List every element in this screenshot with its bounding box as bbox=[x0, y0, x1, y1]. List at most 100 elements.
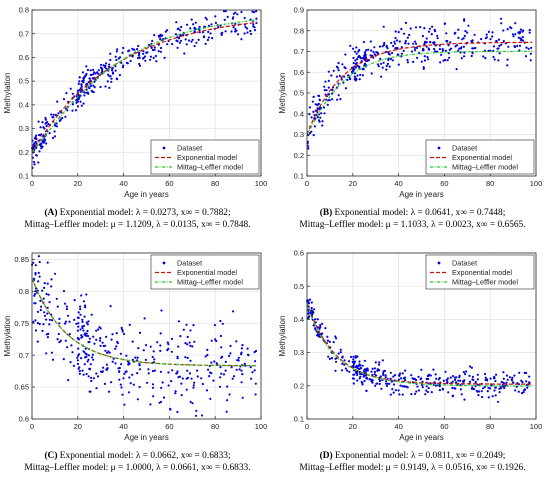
data-point bbox=[371, 379, 374, 382]
data-point bbox=[410, 393, 413, 396]
data-point bbox=[40, 142, 43, 145]
data-point bbox=[186, 343, 189, 346]
data-point bbox=[417, 389, 421, 392]
data-point bbox=[92, 377, 95, 380]
data-point bbox=[137, 54, 141, 57]
data-point bbox=[383, 43, 386, 47]
data-point bbox=[324, 93, 327, 96]
data-point bbox=[170, 337, 174, 340]
data-point bbox=[223, 18, 226, 21]
data-point bbox=[66, 346, 69, 349]
data-point bbox=[319, 116, 322, 119]
data-point bbox=[458, 47, 461, 50]
data-point bbox=[92, 358, 95, 361]
data-point bbox=[493, 58, 496, 61]
data-point bbox=[318, 120, 321, 123]
data-point bbox=[210, 361, 213, 364]
data-point bbox=[161, 34, 164, 37]
data-point bbox=[114, 362, 117, 365]
data-point bbox=[360, 380, 363, 384]
data-point bbox=[36, 321, 40, 325]
data-point bbox=[151, 386, 155, 389]
panel-b-caption: (B) Exponential model: λ = 0.0641, x∞ = … bbox=[275, 207, 550, 231]
data-point bbox=[71, 351, 74, 354]
data-point bbox=[181, 377, 184, 380]
data-point bbox=[128, 323, 131, 326]
data-point bbox=[184, 342, 187, 345]
data-point bbox=[444, 59, 447, 62]
data-point bbox=[159, 332, 162, 335]
data-point bbox=[520, 39, 523, 42]
data-point bbox=[50, 278, 53, 281]
legend-label: Exponential model bbox=[452, 153, 512, 162]
data-point bbox=[344, 67, 347, 70]
data-point bbox=[365, 49, 368, 52]
legend-dataset-marker bbox=[162, 261, 166, 265]
data-point bbox=[240, 38, 243, 41]
data-point bbox=[472, 47, 475, 50]
data-point bbox=[110, 381, 113, 384]
data-point bbox=[318, 94, 321, 98]
data-point bbox=[83, 363, 86, 366]
y-tick-label: 0.6 bbox=[19, 415, 29, 424]
data-point bbox=[451, 394, 455, 397]
data-point bbox=[180, 382, 183, 385]
data-point bbox=[57, 332, 60, 336]
data-point bbox=[425, 377, 428, 380]
data-point bbox=[228, 354, 231, 358]
panel-a-caption: (A) Exponential model: λ = 0.0273, x∞ = … bbox=[0, 207, 275, 231]
data-point bbox=[425, 45, 428, 48]
data-point bbox=[526, 386, 529, 389]
data-point bbox=[483, 385, 486, 389]
data-point bbox=[460, 46, 463, 49]
data-point bbox=[151, 370, 155, 373]
x-tick-label: 40 bbox=[119, 422, 127, 431]
data-point bbox=[512, 381, 515, 384]
data-point bbox=[433, 47, 436, 51]
data-point bbox=[312, 95, 315, 98]
data-point bbox=[138, 62, 141, 66]
data-point bbox=[166, 341, 169, 344]
data-point bbox=[240, 353, 243, 356]
y-tick-label: 0.2 bbox=[19, 148, 29, 157]
data-point bbox=[449, 41, 452, 44]
data-point bbox=[463, 379, 466, 382]
data-point bbox=[388, 65, 391, 68]
data-point bbox=[119, 352, 122, 355]
data-point bbox=[192, 23, 195, 26]
y-axis-label: Methylation bbox=[278, 73, 287, 114]
data-point bbox=[104, 85, 107, 88]
data-point bbox=[463, 18, 466, 21]
data-point bbox=[46, 312, 49, 315]
data-point bbox=[520, 379, 523, 382]
data-point bbox=[252, 11, 256, 14]
data-point bbox=[370, 49, 373, 52]
data-point bbox=[124, 370, 127, 374]
data-point bbox=[79, 313, 82, 316]
data-point bbox=[446, 380, 449, 383]
data-point bbox=[65, 92, 68, 95]
data-point bbox=[399, 384, 402, 387]
legend-label: Exponential model bbox=[177, 153, 237, 162]
tick-labels: 0 20 40 60 80 100 0.1 0.2 0.3 0.4 0.5 0.6 bbox=[294, 249, 543, 431]
data-point bbox=[470, 40, 473, 43]
data-point bbox=[327, 70, 330, 73]
data-point bbox=[152, 350, 155, 353]
data-point bbox=[38, 322, 41, 326]
data-point bbox=[170, 380, 173, 383]
data-point bbox=[211, 37, 214, 40]
data-point bbox=[326, 103, 329, 106]
data-point bbox=[232, 16, 235, 19]
data-point bbox=[189, 344, 192, 347]
data-point bbox=[344, 53, 347, 56]
legend-label: Mittag–Leffler model bbox=[452, 163, 518, 172]
data-point bbox=[78, 372, 81, 375]
data-point bbox=[491, 395, 494, 398]
data-point bbox=[39, 308, 42, 312]
panel-d-chart: 0 20 40 60 80 100 0.1 0.2 0.3 0.4 0.5 0.6 Age in yea… bbox=[278, 249, 543, 442]
data-point bbox=[361, 364, 364, 367]
data-point bbox=[43, 282, 46, 285]
data-point bbox=[82, 77, 85, 80]
data-point bbox=[430, 33, 433, 36]
data-point bbox=[246, 347, 249, 350]
